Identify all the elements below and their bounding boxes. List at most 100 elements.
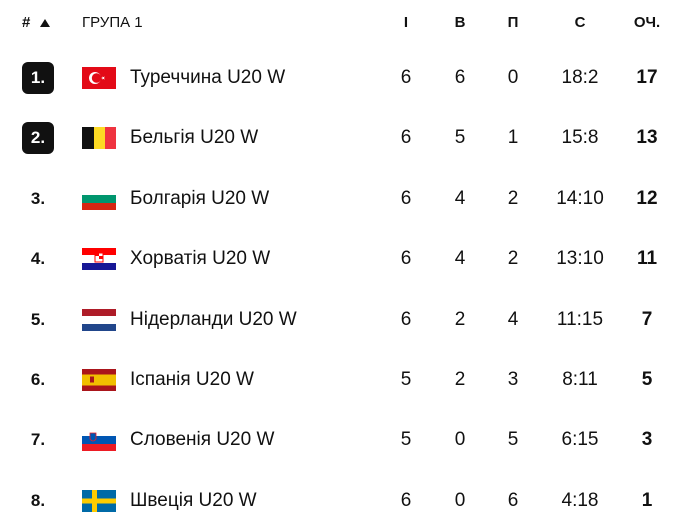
played: 6 — [400, 308, 412, 330]
lost: 0 — [507, 67, 519, 88]
flag-part — [82, 202, 116, 210]
flag-part — [82, 127, 94, 150]
rank: 4. — [30, 249, 46, 269]
won-header: В — [454, 14, 466, 31]
score: 8:11 — [562, 369, 598, 390]
flag — [82, 489, 116, 512]
points: 13 — [636, 127, 658, 149]
played: 5 — [400, 369, 412, 390]
played: 5 — [400, 429, 412, 451]
sort-triangle — [40, 19, 50, 27]
score: 14:10 — [556, 187, 604, 209]
flag-part — [105, 127, 116, 150]
flag-part — [82, 194, 116, 203]
table-row[interactable]: 8. Швеція U20 W 6 0 6 4:18 1 — [0, 481, 680, 521]
flag — [82, 127, 116, 150]
lost: 2 — [507, 248, 519, 270]
rank: 7. — [30, 430, 46, 450]
flag-part — [95, 253, 99, 257]
won: 6 — [454, 67, 466, 88]
points: 17 — [636, 67, 658, 88]
team-name: Туреччина U20 W — [130, 67, 286, 88]
points: 12 — [636, 187, 658, 209]
won: 2 — [454, 369, 466, 390]
team-name: Хорватія U20 W — [130, 248, 271, 270]
sort-icon[interactable] — [40, 18, 50, 27]
played: 6 — [400, 489, 412, 511]
flag-part — [101, 76, 105, 80]
team-name: Болгарія U20 W — [130, 187, 270, 209]
lost: 4 — [507, 308, 519, 330]
flag-part — [82, 429, 116, 437]
score: 13:10 — [556, 248, 604, 270]
group-header: ГРУПА 1 — [82, 14, 143, 31]
lost-header: П — [507, 14, 519, 31]
won: 0 — [454, 429, 466, 451]
rank: 3. — [30, 188, 46, 208]
flag-part — [82, 308, 116, 316]
flag-part — [89, 432, 97, 442]
rank: 5. — [30, 309, 46, 329]
played: 6 — [400, 248, 412, 270]
flag-part — [82, 248, 116, 256]
table-row[interactable]: 1. Туреччина U20 W 6 6 0 18:2 17 — [0, 58, 680, 98]
rank-header[interactable]: # — [22, 14, 31, 31]
flag-part — [82, 436, 116, 445]
table-row[interactable]: 6. Іспанія U20 W 5 2 3 8:11 5 — [0, 360, 680, 400]
points: 7 — [641, 308, 653, 330]
lost: 2 — [507, 187, 519, 209]
flag-part — [82, 323, 116, 331]
won: 2 — [454, 308, 466, 330]
flag — [82, 369, 116, 391]
flag-part — [91, 73, 102, 83]
flag-part — [82, 444, 116, 452]
points: 3 — [641, 429, 653, 451]
flag-part — [82, 374, 116, 386]
rank: 2. — [22, 122, 54, 155]
flag-part — [82, 498, 116, 504]
flag-part — [94, 127, 105, 150]
flag-part — [82, 315, 116, 324]
score: 4:18 — [561, 489, 599, 511]
flag-part — [82, 263, 116, 271]
lost: 1 — [507, 127, 519, 149]
won: 4 — [454, 187, 466, 209]
points: 1 — [641, 489, 653, 511]
score: 18:2 — [561, 67, 599, 88]
points-header: ОЧ. — [633, 14, 661, 31]
table-row[interactable]: 5. Нідерланди U20 W 6 2 4 11:15 7 — [0, 300, 680, 340]
rank: 6. — [30, 370, 46, 389]
flag — [82, 308, 116, 331]
score: 11:15 — [556, 308, 604, 330]
played: 6 — [400, 127, 412, 149]
team-name: Нідерланди U20 W — [130, 308, 297, 330]
won: 5 — [454, 127, 466, 149]
won: 4 — [454, 248, 466, 270]
team-name: Швеція U20 W — [130, 489, 257, 511]
flag — [82, 429, 116, 452]
score: 6:15 — [561, 429, 599, 451]
rank: 8. — [30, 490, 46, 510]
lost: 3 — [507, 369, 519, 390]
score-header: С — [574, 14, 586, 31]
flag — [82, 248, 116, 271]
team-name: Словенія U20 W — [130, 429, 275, 451]
flag — [82, 67, 116, 89]
played: 6 — [400, 67, 412, 88]
rank: 1. — [22, 62, 54, 94]
table-row[interactable]: 3. Болгарія U20 W 6 4 2 14:10 12 — [0, 179, 680, 219]
table-row[interactable]: 7. Словенія U20 W 5 0 5 6:15 3 — [0, 420, 680, 460]
flag-part — [99, 256, 103, 260]
lost: 5 — [507, 429, 519, 451]
flag-part — [90, 376, 94, 383]
points: 5 — [641, 369, 653, 390]
table-row[interactable]: 4. Хорватія U20 W 6 4 2 13:10 11 — [0, 239, 680, 279]
played-header: І — [403, 14, 409, 31]
team-name: Іспанія U20 W — [130, 369, 254, 390]
won: 0 — [454, 489, 466, 511]
team-name: Бельгія U20 W — [130, 127, 259, 149]
lost: 6 — [507, 489, 519, 511]
flag — [82, 187, 116, 210]
table-row[interactable]: 2. Бельгія U20 W 6 5 1 15:8 13 — [0, 118, 680, 158]
points: 11 — [636, 248, 658, 270]
